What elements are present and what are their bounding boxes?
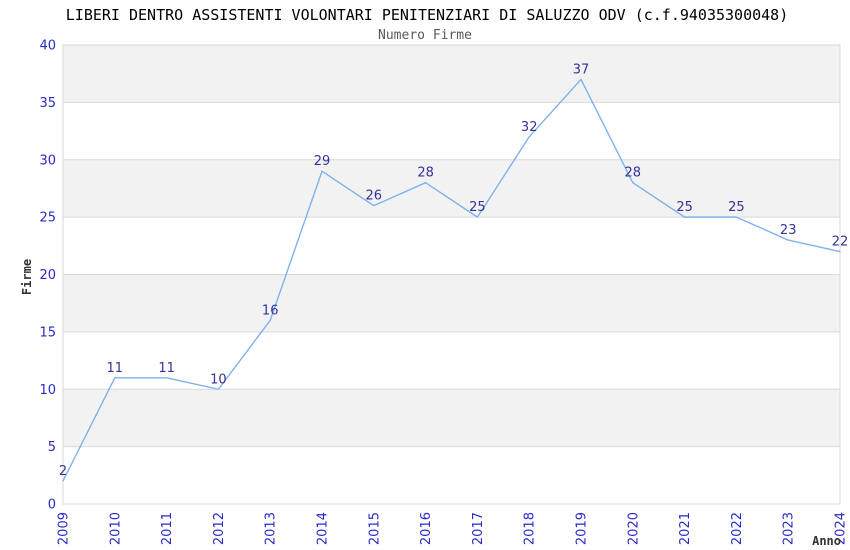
x-tick-label: 2019 — [575, 512, 590, 545]
x-tick-label: 2021 — [678, 512, 693, 545]
x-tick-label: 2018 — [523, 512, 538, 545]
data-point-label: 23 — [780, 223, 797, 238]
data-point-label: 32 — [521, 120, 538, 135]
x-tick-label: 2016 — [419, 512, 434, 545]
x-tick-label: 2013 — [264, 512, 279, 545]
x-tick-label: 2009 — [57, 512, 72, 545]
grid-band — [63, 159, 840, 218]
x-tick-label: 2024 — [834, 512, 849, 545]
data-point-label: 25 — [676, 200, 693, 215]
y-tick-label: 25 — [39, 211, 56, 226]
y-tick-label: 30 — [39, 153, 56, 168]
x-tick-label: 2014 — [316, 512, 331, 545]
x-tick-label: 2022 — [730, 512, 745, 545]
y-tick-label: 0 — [48, 498, 56, 513]
x-tick-label: 2020 — [626, 512, 641, 545]
grid-band — [63, 45, 840, 103]
data-point-label: 29 — [314, 154, 331, 169]
grid-band — [63, 274, 840, 332]
data-point-label: 37 — [573, 62, 590, 77]
data-point-label: 11 — [158, 361, 175, 376]
data-point-label: 25 — [469, 200, 486, 215]
x-tick-label: 2017 — [471, 512, 486, 545]
data-point-label: 10 — [210, 372, 227, 387]
x-tick-label: 2010 — [108, 512, 123, 545]
x-tick-label: 2011 — [160, 512, 175, 545]
chart-title: LIBERI DENTRO ASSISTENTI VOLONTARI PENIT… — [66, 6, 788, 24]
x-tick-label: 2015 — [367, 512, 382, 545]
y-tick-label: 35 — [39, 96, 56, 111]
y-tick-label: 5 — [48, 440, 56, 455]
data-line — [62, 78, 841, 482]
y-axis-label: Firme — [20, 259, 34, 295]
y-tick-label: 20 — [39, 268, 56, 283]
x-tick-label: 2023 — [782, 512, 797, 545]
data-point-label: 22 — [832, 235, 849, 250]
data-point-label: 11 — [107, 361, 124, 376]
y-tick-label: 40 — [39, 39, 56, 54]
plot-area: 0 5 10 15 20 25 30 35 40 2009 2010 2011 2012 2013 2014… — [39, 39, 848, 546]
data-point-label: 28 — [625, 166, 642, 181]
y-tick-label: 15 — [39, 325, 56, 340]
data-point-label: 16 — [262, 303, 279, 318]
y-tick-label: 10 — [39, 383, 56, 398]
grid-band — [63, 389, 840, 447]
data-point-label: 25 — [728, 200, 745, 215]
data-point-label: 2 — [59, 464, 67, 479]
chart-subtitle: Numero Firme — [378, 28, 472, 43]
data-point-label: 28 — [417, 166, 434, 181]
data-point-label: 26 — [366, 189, 383, 204]
plot-border — [62, 44, 841, 505]
x-axis-label: Anno — [812, 534, 841, 548]
x-tick-label: 2012 — [212, 512, 227, 545]
